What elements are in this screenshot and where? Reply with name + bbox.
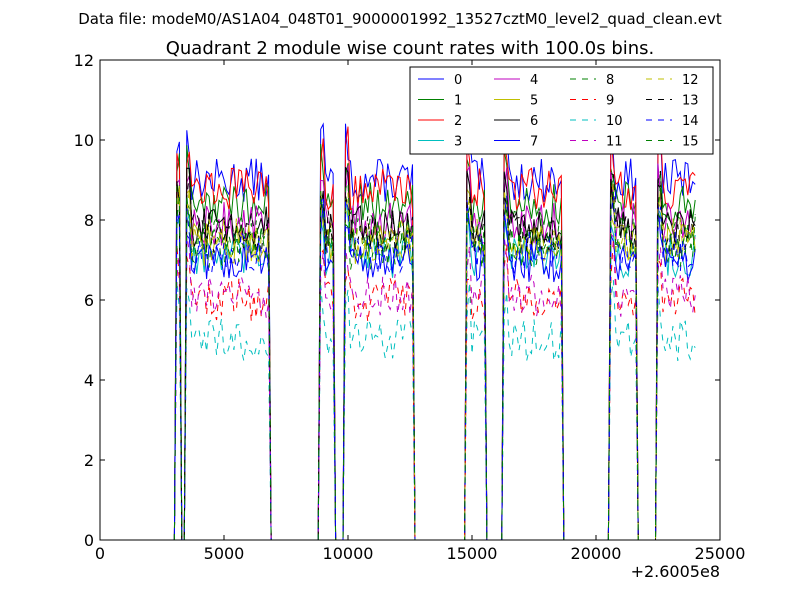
- legend-label: 9: [606, 94, 614, 109]
- legend-label: 2: [454, 114, 462, 129]
- x-tick-label: 10000: [323, 544, 374, 563]
- x-tick-label: 15000: [447, 544, 498, 563]
- x-tick-label: 20000: [571, 544, 622, 563]
- legend-label: 4: [530, 73, 538, 88]
- legend-label: 15: [682, 135, 699, 150]
- y-tick-label: 12: [74, 51, 94, 70]
- legend-label: 7: [530, 135, 538, 150]
- series-line-4: [173, 163, 696, 541]
- y-tick-label: 4: [84, 371, 94, 390]
- legend-label: 3: [454, 135, 462, 150]
- legend-label: 14: [682, 114, 699, 129]
- legend-label: 12: [682, 73, 699, 88]
- x-offset-label: +2.6005e8: [631, 562, 720, 581]
- series-line-0: [173, 118, 696, 541]
- y-tick-label: 0: [84, 531, 94, 550]
- series-line-10: [173, 280, 696, 541]
- x-tick-label: 0: [95, 544, 105, 563]
- series-line-11: [173, 232, 696, 541]
- legend-label: 10: [606, 114, 623, 129]
- y-tick-label: 6: [84, 291, 94, 310]
- series-line-12: [173, 181, 696, 541]
- legend-label: 6: [530, 114, 538, 129]
- legend-label: 13: [682, 94, 699, 109]
- y-tick-label: 8: [84, 211, 94, 230]
- chart-title: Quadrant 2 module wise count rates with …: [166, 38, 655, 59]
- series-line-9: [173, 239, 696, 541]
- x-tick-label: 25000: [695, 544, 746, 563]
- x-tick-label: 5000: [204, 544, 245, 563]
- y-tick-label: 10: [74, 131, 94, 150]
- legend-label: 8: [606, 73, 614, 88]
- legend-label: 11: [606, 135, 623, 150]
- legend-label: 0: [454, 73, 462, 88]
- series-line-15: [173, 190, 696, 541]
- legend-label: 1: [454, 94, 462, 109]
- figure-suptitle: Data file: modeM0/AS1A04_048T01_90000019…: [78, 10, 722, 29]
- legend-frame: [409, 66, 714, 155]
- y-tick-label: 2: [84, 451, 94, 470]
- series-layer: [173, 118, 696, 541]
- legend-label: 5: [530, 94, 538, 109]
